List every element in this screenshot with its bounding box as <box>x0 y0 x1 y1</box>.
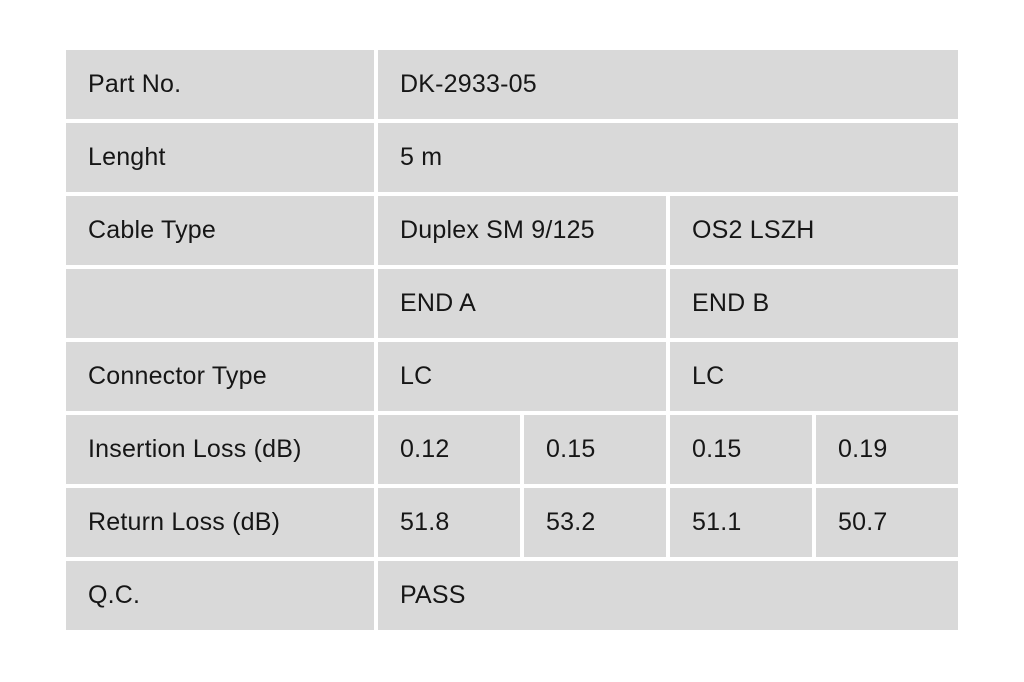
part-no-label: Part No. <box>66 50 374 119</box>
return-loss-value-1: 51.8 <box>378 488 520 557</box>
ends-header-spacer <box>66 269 374 338</box>
return-loss-value-4: 50.7 <box>816 488 958 557</box>
length-value: 5 m <box>378 123 958 192</box>
end-b-header: END B <box>670 269 958 338</box>
cable-type-value-2: OS2 LSZH <box>670 196 958 265</box>
connector-type-end-b: LC <box>670 342 958 411</box>
qc-label: Q.C. <box>66 561 374 630</box>
connector-type-label: Connector Type <box>66 342 374 411</box>
end-a-header: END A <box>378 269 666 338</box>
return-loss-value-2: 53.2 <box>524 488 666 557</box>
return-loss-value-3: 51.1 <box>670 488 812 557</box>
insertion-loss-value-1: 0.12 <box>378 415 520 484</box>
length-label: Lenght <box>66 123 374 192</box>
insertion-loss-label: Insertion Loss (dB) <box>66 415 374 484</box>
insertion-loss-value-2: 0.15 <box>524 415 666 484</box>
qc-result: PASS <box>378 561 958 630</box>
qc-spec-table: Part No. DK-2933-05 Lenght 5 m Cable Typ… <box>66 50 958 630</box>
cable-type-label: Cable Type <box>66 196 374 265</box>
part-no-value: DK-2933-05 <box>378 50 958 119</box>
insertion-loss-value-3: 0.15 <box>670 415 812 484</box>
return-loss-label: Return Loss (dB) <box>66 488 374 557</box>
insertion-loss-value-4: 0.19 <box>816 415 958 484</box>
connector-type-end-a: LC <box>378 342 666 411</box>
cable-type-value-1: Duplex SM 9/125 <box>378 196 666 265</box>
